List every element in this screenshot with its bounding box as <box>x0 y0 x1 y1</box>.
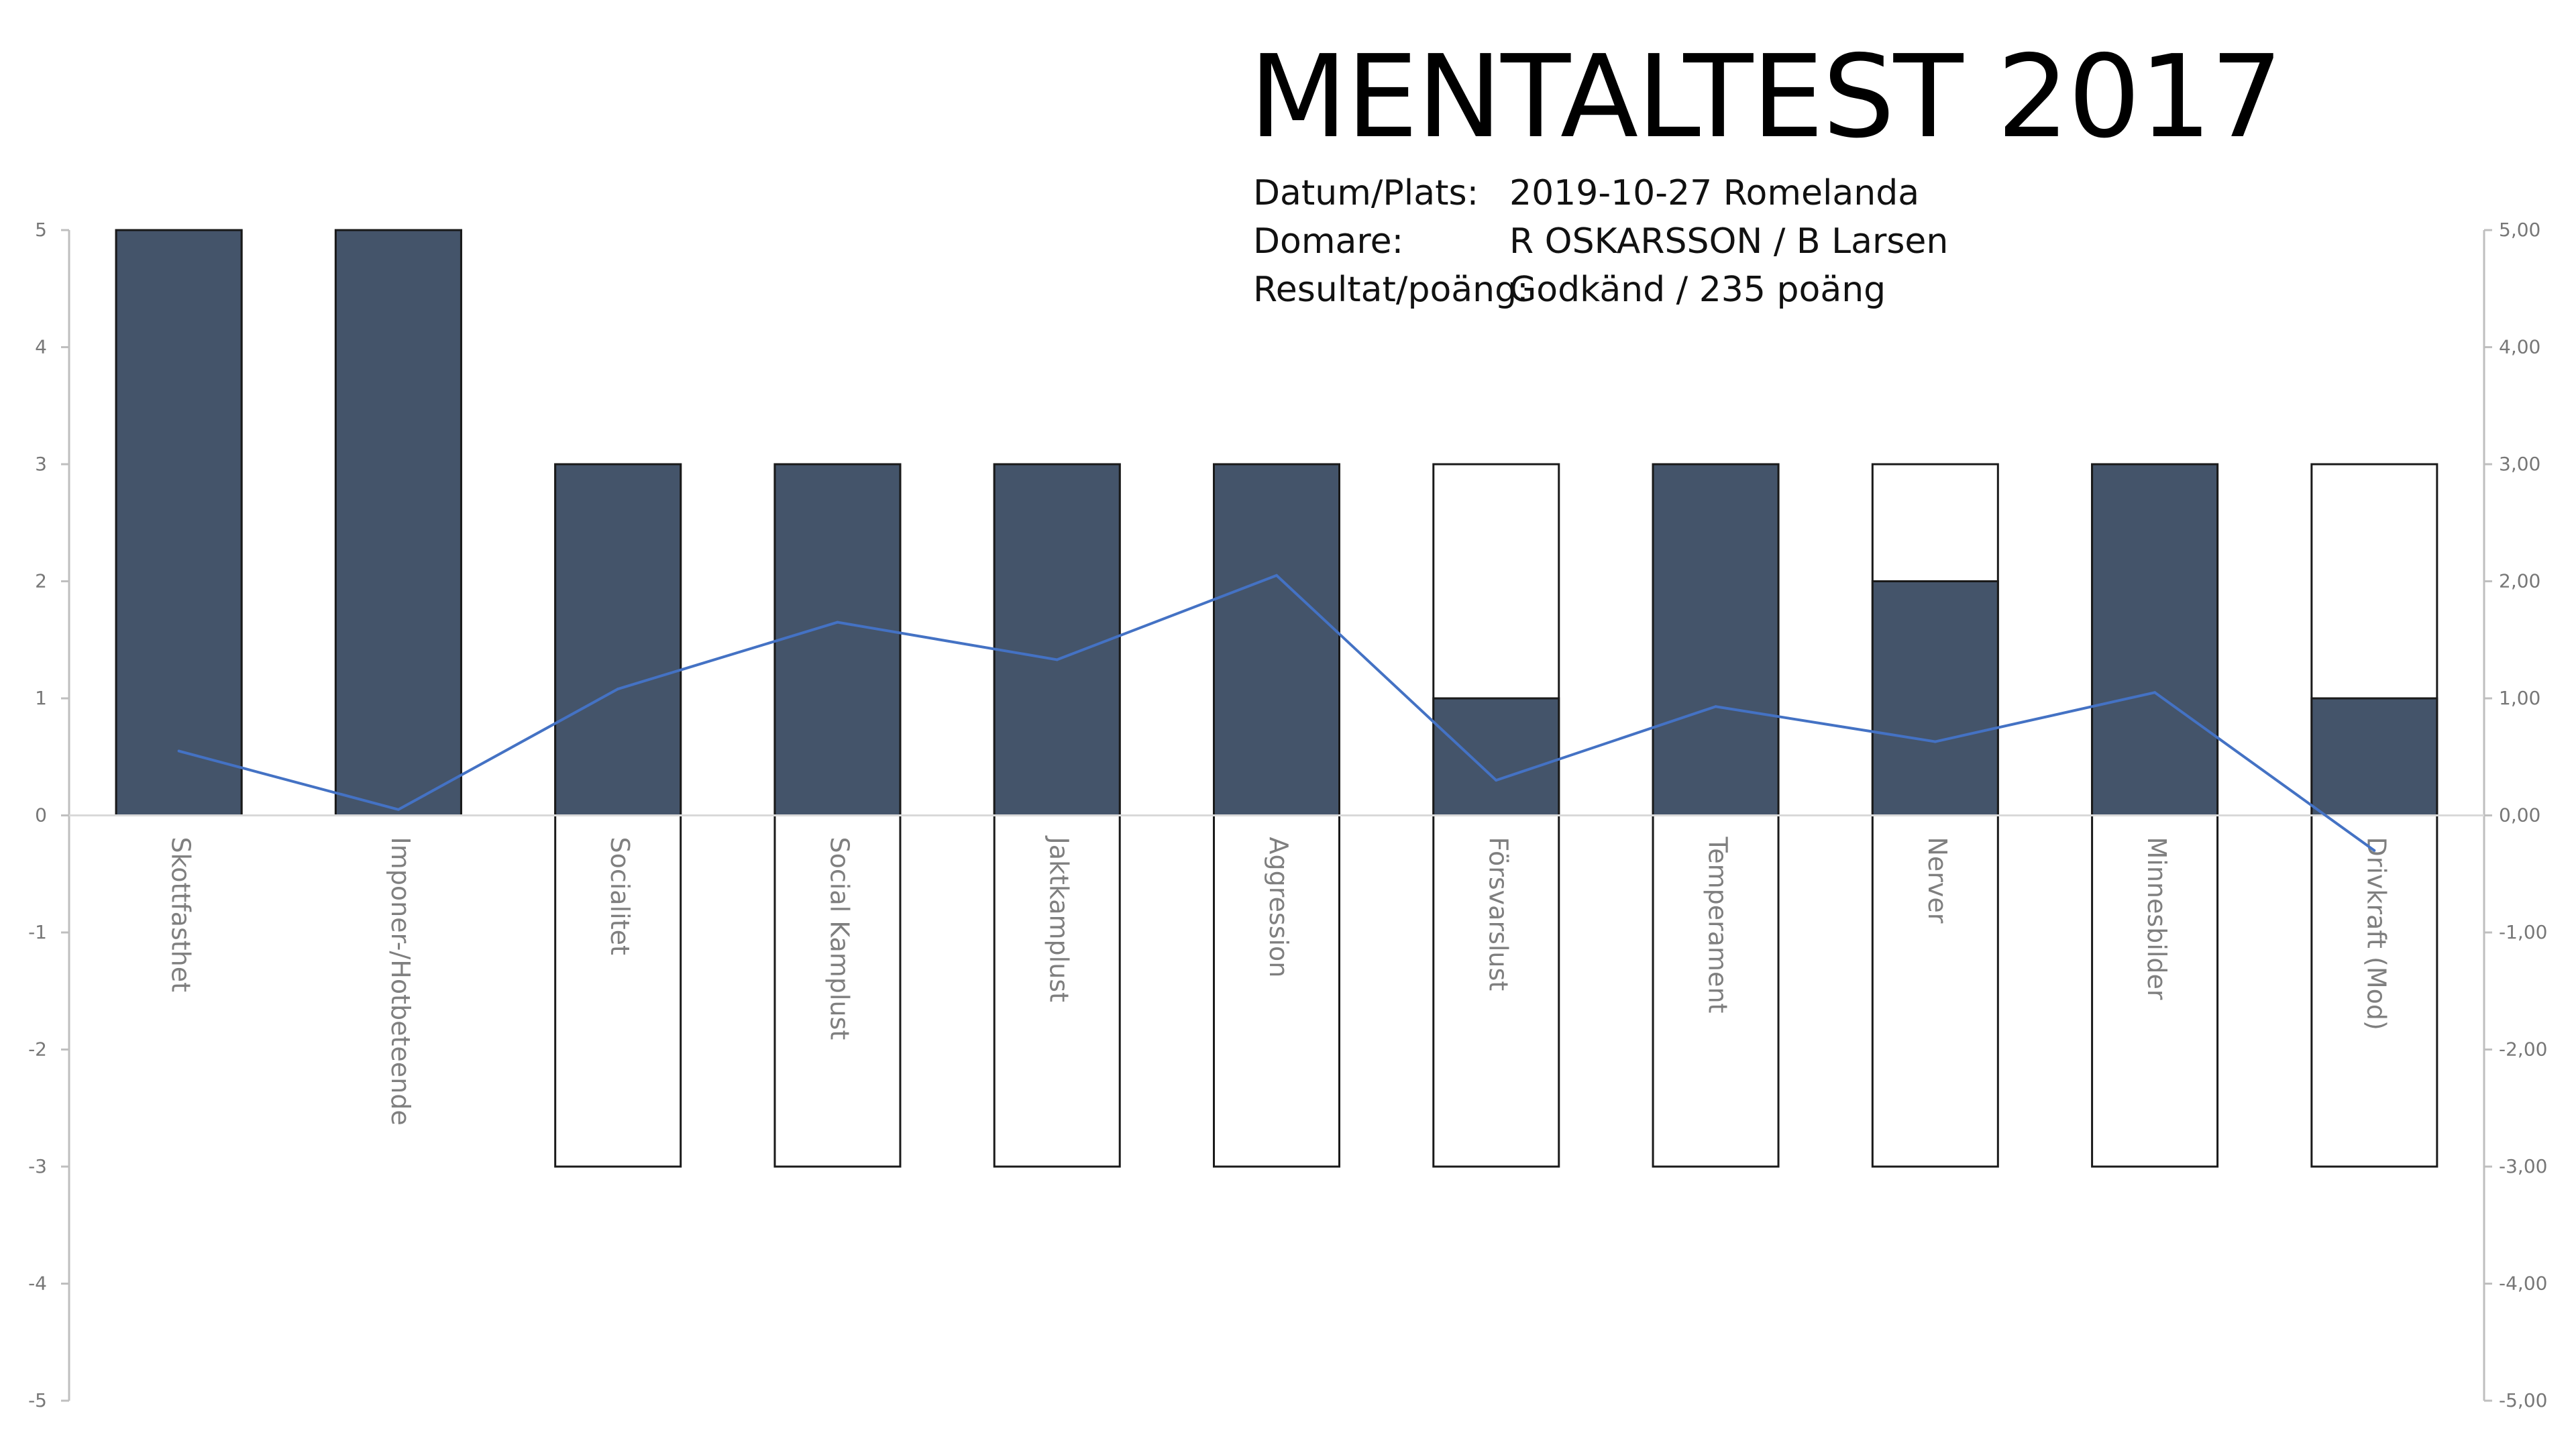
date-place-value: 2019-10-27 Romelanda <box>1509 173 1920 213</box>
line-point <box>836 621 839 624</box>
judge-value: R OSKARSSON / B Larsen <box>1509 221 1949 262</box>
y-left-tick-label: -5 <box>28 1389 47 1411</box>
bar <box>1652 463 1780 816</box>
y-right-tick-label: 2,00 <box>2499 570 2540 592</box>
line-point <box>1933 740 1937 743</box>
y-right-tick-label: 5,00 <box>2499 219 2540 241</box>
line-point <box>1055 658 1059 661</box>
category-label: Temperament <box>1703 837 1733 1014</box>
line-point <box>2373 849 2376 852</box>
line-point <box>1495 779 1498 782</box>
line-point <box>1275 574 1278 577</box>
bar <box>2310 697 2438 816</box>
y-right-tick-label: -4,00 <box>2499 1273 2547 1295</box>
category-label: Drivkraft (Mod) <box>2361 837 2391 1030</box>
y-left-tick-label: 1 <box>35 687 47 709</box>
bar <box>554 463 682 816</box>
category-label: Social Kamplust <box>824 837 854 1040</box>
y-right-tick-label: 4,00 <box>2499 336 2540 358</box>
category-label: Skottfasthet <box>166 837 196 993</box>
y-right-tick-label: 1,00 <box>2499 687 2540 709</box>
y-right-tick-label: -3,00 <box>2499 1155 2547 1177</box>
bar <box>993 463 1121 816</box>
y-right-tick-label: -1,00 <box>2499 921 2547 943</box>
line-point <box>616 688 620 691</box>
y-right-tick-label: -2,00 <box>2499 1038 2547 1061</box>
y-left-tick-label: 5 <box>35 219 47 241</box>
bar <box>1213 463 1340 816</box>
category-label: Försvarslust <box>1483 837 1513 991</box>
page-title: MENTALTEST 2017 <box>1249 31 2283 164</box>
y-left-tick-label: -1 <box>28 921 47 943</box>
y-left-tick-label: 0 <box>35 804 47 826</box>
date-place-label: Datum/Plats: <box>1253 173 1479 213</box>
bar <box>334 229 462 816</box>
y-right-tick-label: 0,00 <box>2499 804 2540 826</box>
line-point <box>396 808 400 811</box>
category-label: Jaktkamplust <box>1044 836 1074 1003</box>
bar <box>1432 697 1560 816</box>
judge-label: Domare: <box>1253 221 1404 262</box>
line-point <box>2153 691 2157 694</box>
y-left-tick-label: -3 <box>28 1155 47 1177</box>
y-right-tick-label: -5,00 <box>2499 1389 2547 1411</box>
y-left-tick-label: 4 <box>35 336 47 358</box>
category-label: Minnesbilder <box>2142 837 2171 1000</box>
result-label: Resultat/poäng: <box>1253 270 1529 310</box>
category-label: Aggression <box>1264 837 1293 978</box>
bar <box>2091 463 2219 816</box>
y-right-tick-label: 3,00 <box>2499 453 2540 475</box>
y-left-tick-label: 2 <box>35 570 47 592</box>
category-label: Nerver <box>1923 837 1952 924</box>
y-left-tick-label: 3 <box>35 453 47 475</box>
bar <box>773 463 902 816</box>
bar <box>1871 580 1999 816</box>
category-label: Socialitet <box>605 837 635 955</box>
bar <box>115 229 243 816</box>
category-label: Imponer-/Hotbeteende <box>386 837 415 1126</box>
y-left-tick-label: -2 <box>28 1038 47 1061</box>
result-value: Godkänd / 235 poäng <box>1509 270 1886 310</box>
line-point <box>177 749 180 753</box>
line-point <box>1714 705 1717 708</box>
y-left-tick-label: -4 <box>28 1273 47 1295</box>
